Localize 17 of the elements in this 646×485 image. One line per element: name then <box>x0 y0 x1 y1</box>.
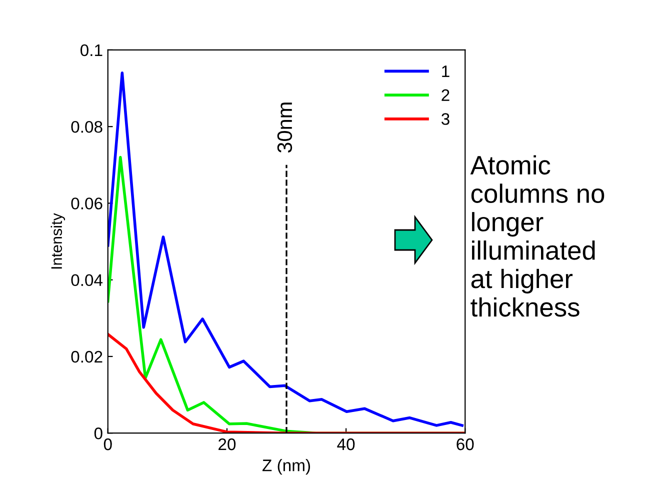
y-tick-label: 0.06 <box>71 198 102 210</box>
x-tick-label: 40 <box>337 438 355 450</box>
x-tick-label: 20 <box>218 438 236 450</box>
x-tick-label: 0 <box>104 438 112 450</box>
y-tick-label: 0 <box>94 428 102 440</box>
legend-label: 1 <box>442 66 450 78</box>
text: Atomic columns no longer illuminated at higher thickness <box>470 155 604 317</box>
x-tick-label: 60 <box>456 438 474 450</box>
y-tick-label: 0.04 <box>71 274 103 286</box>
legend-label: 3 <box>441 113 450 125</box>
y-axis-title: Intensity <box>50 213 66 269</box>
x-axis-title: Z (nm) <box>262 459 310 475</box>
y-tick-label: 0.02 <box>71 350 102 363</box>
y-tick-label: 0.08 <box>71 120 102 133</box>
ref-line-label: 30nm <box>277 102 292 153</box>
legend-label: 2 <box>442 89 450 101</box>
y-tick-label: 0.1 <box>80 44 102 56</box>
